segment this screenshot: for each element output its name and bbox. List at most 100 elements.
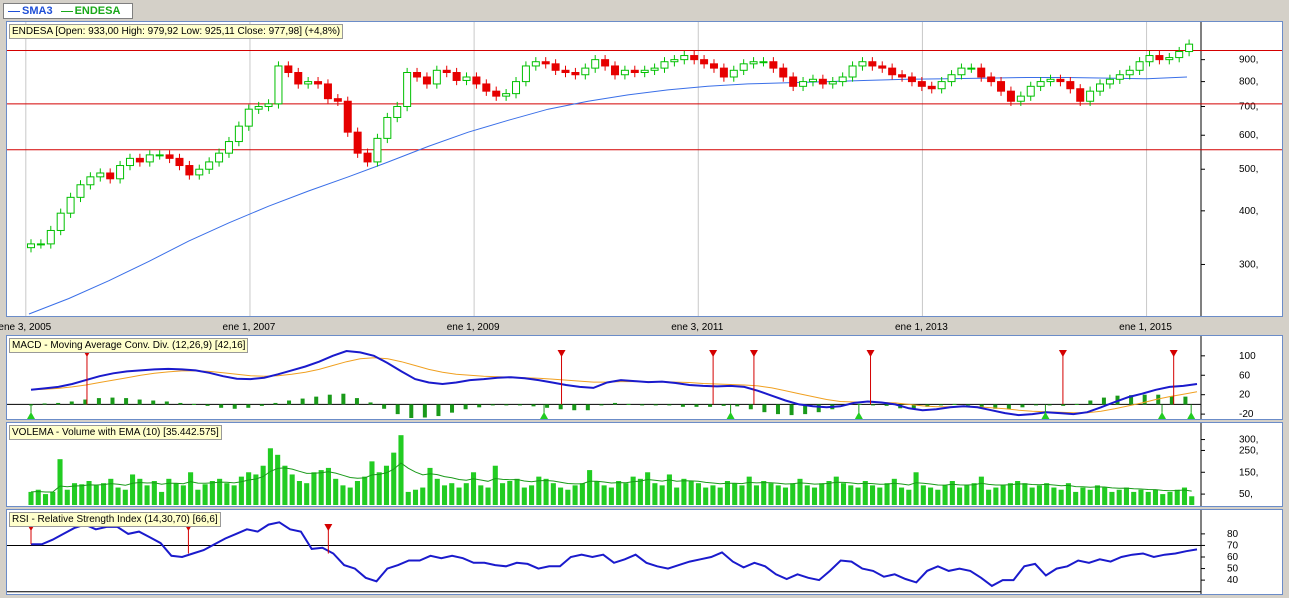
candle <box>759 57 768 67</box>
legend-item-endesa[interactable]: ENDESA <box>60 5 120 17</box>
volume-bar <box>115 487 121 505</box>
rsi-panel[interactable]: RSI - Relative Strength Index (14,30,70)… <box>6 509 1283 595</box>
macd-ytick-label-0: 100 <box>1239 351 1256 362</box>
candle <box>86 172 95 190</box>
sell-signal-marker <box>557 350 566 357</box>
macd-histogram-bar <box>803 404 808 415</box>
candle-body <box>215 152 224 163</box>
volume-bar <box>840 483 847 505</box>
macd-histogram-bar <box>504 404 509 406</box>
candle-body <box>907 76 916 83</box>
candle-body <box>759 61 768 64</box>
candle-body <box>987 76 996 83</box>
candle <box>363 148 372 167</box>
candle-body <box>323 83 332 100</box>
macd-histogram-bar <box>205 404 210 406</box>
volume-bar <box>507 481 513 505</box>
candle-body <box>858 61 867 67</box>
macd-chart[interactable]: 100 60 20 -20 <box>7 336 1283 420</box>
candle <box>898 70 907 82</box>
candle <box>997 76 1006 96</box>
candle <box>670 55 679 67</box>
candle-body <box>274 65 283 105</box>
candle <box>1096 79 1105 96</box>
candle <box>343 96 352 137</box>
candle <box>1076 84 1085 106</box>
candle <box>1026 81 1035 101</box>
price-panel[interactable]: ENDESA [Open: 933,00 High: 979,92 Low: 9… <box>6 21 1283 317</box>
candle <box>967 63 976 73</box>
volume-bar <box>1029 487 1035 505</box>
macd-histogram-bar <box>925 404 930 407</box>
volume-bar <box>159 491 165 505</box>
candle <box>413 67 422 82</box>
volume-bar <box>463 483 469 505</box>
macd-histogram-bar <box>789 404 794 416</box>
candle-body <box>1056 78 1065 83</box>
sma3-line-swatch <box>8 10 20 12</box>
volume-bar <box>1058 489 1064 505</box>
candle-body <box>709 63 718 69</box>
candle-body <box>749 61 758 65</box>
legend-item-sma3[interactable]: SMA3 <box>8 5 53 17</box>
volume-bar <box>572 485 578 505</box>
macd-panel[interactable]: MACD - Moving Average Conv. Div. (12,26,… <box>6 335 1283 420</box>
candle-body <box>175 157 184 167</box>
volume-bar <box>1044 483 1050 505</box>
candle-body <box>432 69 441 85</box>
candle <box>1185 39 1194 57</box>
macd-histogram-bar <box>1020 404 1025 408</box>
macd-histogram-bar <box>531 404 536 407</box>
candle <box>145 150 154 167</box>
candle <box>1135 57 1144 76</box>
macd-histogram-bar <box>1129 395 1134 405</box>
volume-bar <box>35 489 41 505</box>
candle <box>987 72 996 87</box>
candle <box>937 76 946 94</box>
candle-body <box>512 81 521 95</box>
candle-body <box>917 81 926 87</box>
macd-histogram-bar <box>667 404 672 406</box>
volume-bar <box>130 474 136 505</box>
candle <box>452 67 461 86</box>
macd-histogram-bar <box>993 404 998 409</box>
macd-histogram-bar <box>1169 396 1174 405</box>
x-tick-label: ene 3, 2005 <box>0 322 52 333</box>
candle-body <box>205 161 214 170</box>
volume-bar <box>441 485 448 505</box>
candle-body <box>502 93 511 97</box>
price-chart[interactable]: 900, 800, 700, 600, 500, 400, 300, <box>7 22 1283 317</box>
volume-bar <box>630 476 636 505</box>
macd-histogram-bar <box>857 403 862 405</box>
volume-bar <box>238 476 244 505</box>
volume-bar <box>296 481 302 505</box>
volume-bar <box>362 476 368 505</box>
volume-bar <box>739 485 745 505</box>
volume-bar <box>260 465 266 505</box>
candle-body <box>314 81 323 85</box>
volume-bar <box>695 483 701 505</box>
macd-histogram-bar <box>164 401 169 405</box>
candle <box>502 89 511 101</box>
candle-body <box>96 172 105 178</box>
candle <box>314 76 323 89</box>
macd-histogram-bar <box>871 404 876 406</box>
volume-bar <box>746 476 752 505</box>
volume-chart[interactable]: 300,250, 150, 50, <box>7 423 1283 507</box>
volume-bar <box>775 485 781 505</box>
volume-bar <box>318 470 324 505</box>
macd-histogram-bar <box>191 403 196 405</box>
volume-bar <box>920 485 926 505</box>
candle <box>620 65 629 80</box>
candle-body <box>531 61 540 67</box>
volume-bar <box>608 487 614 505</box>
price-ytick-label-5: 400, <box>1239 206 1258 217</box>
volume-bar <box>558 487 564 505</box>
volume-bar <box>434 478 440 505</box>
macd-histogram-bar <box>762 404 767 413</box>
volume-panel[interactable]: VOLEMA - Volume with EMA (10) [35.442.57… <box>6 422 1283 507</box>
candle-body <box>967 67 976 70</box>
macd-histogram-bar <box>42 403 47 405</box>
